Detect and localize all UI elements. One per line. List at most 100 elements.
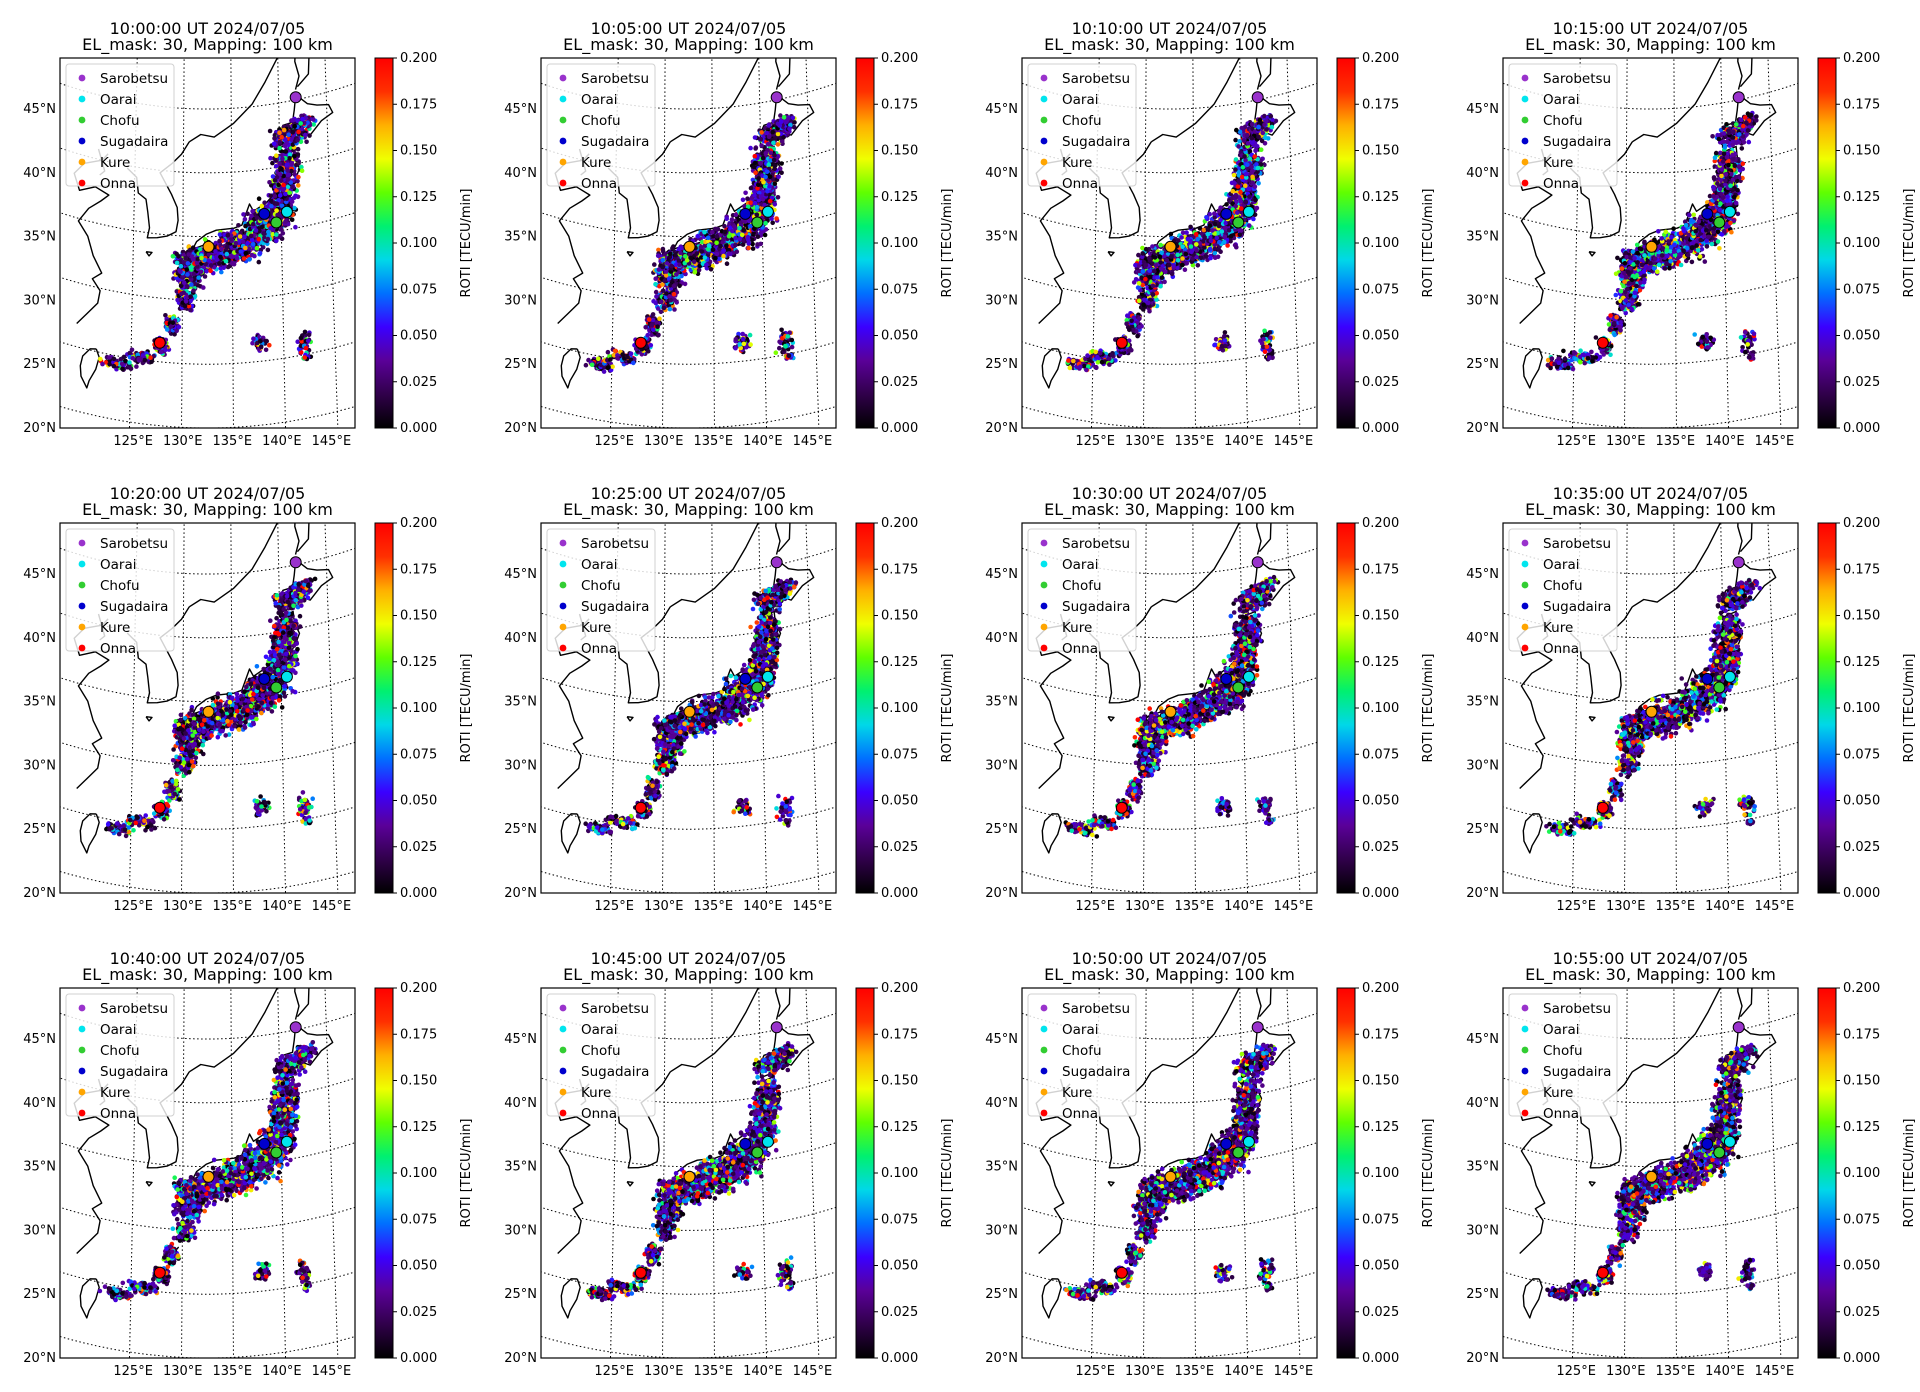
roti-point: [289, 217, 295, 222]
roti-point: [765, 188, 770, 194]
roti-point: [302, 329, 308, 335]
roti-point: [277, 233, 283, 239]
roti-point: [654, 294, 659, 299]
roti-point: [279, 134, 284, 140]
roti-point: [256, 236, 262, 242]
roti-point: [296, 129, 301, 135]
roti-point: [755, 185, 760, 191]
lon-tick-label: 145°E: [312, 434, 352, 449]
coastline: [775, 58, 781, 90]
roti-point: [279, 203, 285, 209]
roti-point: [262, 200, 267, 205]
roti-point: [295, 118, 300, 124]
roti-point: [746, 245, 751, 251]
roti-point: [670, 245, 675, 251]
roti-point: [713, 226, 718, 232]
roti-point: [238, 249, 244, 254]
roti-point: [234, 255, 240, 261]
roti-point: [283, 149, 289, 154]
roti-point: [655, 306, 661, 311]
roti-point: [263, 347, 269, 353]
roti-point: [235, 249, 240, 254]
roti-point: [217, 232, 223, 237]
roti-point: [671, 283, 677, 289]
station-marker: [258, 207, 271, 220]
roti-point: [277, 145, 282, 151]
roti-point: [245, 241, 250, 246]
roti-point: [268, 193, 274, 199]
legend-marker: [78, 137, 86, 145]
roti-point: [278, 193, 283, 198]
roti-point: [605, 365, 611, 371]
roti-point: [721, 236, 726, 242]
roti-point: [250, 242, 256, 247]
coastline: [296, 58, 310, 88]
roti-point: [134, 364, 139, 369]
graticule-line: [610, 58, 619, 428]
roti-point: [284, 140, 289, 146]
roti-point: [710, 247, 716, 252]
lat-tick-label: 30°N: [23, 293, 56, 308]
roti-point: [722, 229, 728, 235]
roti-point: [699, 239, 705, 245]
roti-point: [657, 316, 662, 322]
roti-point: [259, 224, 265, 230]
roti-point: [282, 152, 288, 158]
legend-marker: [78, 74, 86, 82]
roti-point: [274, 201, 280, 207]
roti-point: [277, 161, 282, 166]
roti-point: [149, 359, 154, 365]
roti-point: [279, 166, 284, 172]
roti-point: [674, 272, 679, 277]
roti-point: [729, 217, 735, 222]
roti-point: [199, 255, 204, 261]
roti-point: [258, 339, 263, 344]
roti-point: [295, 178, 300, 184]
roti-point: [752, 192, 757, 198]
coastline: [188, 58, 279, 143]
roti-point: [295, 339, 300, 345]
roti-point: [646, 317, 652, 322]
graticule-line: [662, 58, 666, 428]
roti-point: [256, 196, 262, 201]
roti-point: [656, 332, 661, 338]
roti-point: [274, 232, 279, 237]
roti-point: [750, 241, 755, 247]
roti-point: [254, 245, 260, 251]
roti-point: [726, 248, 732, 253]
roti-point: [221, 265, 226, 270]
roti-point: [286, 132, 291, 137]
roti-point: [217, 261, 222, 266]
panel-title: 10:05:00 UT 2024/07/05: [591, 19, 787, 38]
map-frame: [59, 57, 356, 429]
roti-point: [118, 356, 124, 362]
roti-point: [612, 348, 618, 354]
roti-point: [188, 265, 194, 270]
roti-point: [188, 307, 193, 313]
roti-point: [174, 260, 180, 266]
roti-point: [107, 355, 112, 360]
roti-point: [294, 162, 299, 168]
roti-point: [762, 232, 768, 238]
lon-tick-label: 135°E: [213, 434, 253, 449]
roti-point: [273, 164, 279, 169]
legend-label: Sugadaira: [100, 134, 168, 150]
roti-point: [702, 229, 707, 235]
roti-point: [655, 253, 661, 258]
station-marker: [280, 205, 293, 218]
roti-point: [311, 117, 316, 122]
colorbar-tick-label: 0.025: [400, 375, 437, 390]
roti-point: [281, 173, 286, 179]
roti-point: [713, 255, 718, 261]
roti-point: [695, 234, 700, 239]
roti-point: [295, 152, 301, 157]
roti-point: [270, 174, 276, 179]
roti-point: [733, 212, 739, 217]
roti-point: [678, 250, 683, 256]
roti-point: [684, 258, 690, 263]
roti-point: [225, 244, 230, 250]
roti-point: [779, 161, 784, 166]
legend-label: Sarobetsu: [100, 71, 168, 87]
